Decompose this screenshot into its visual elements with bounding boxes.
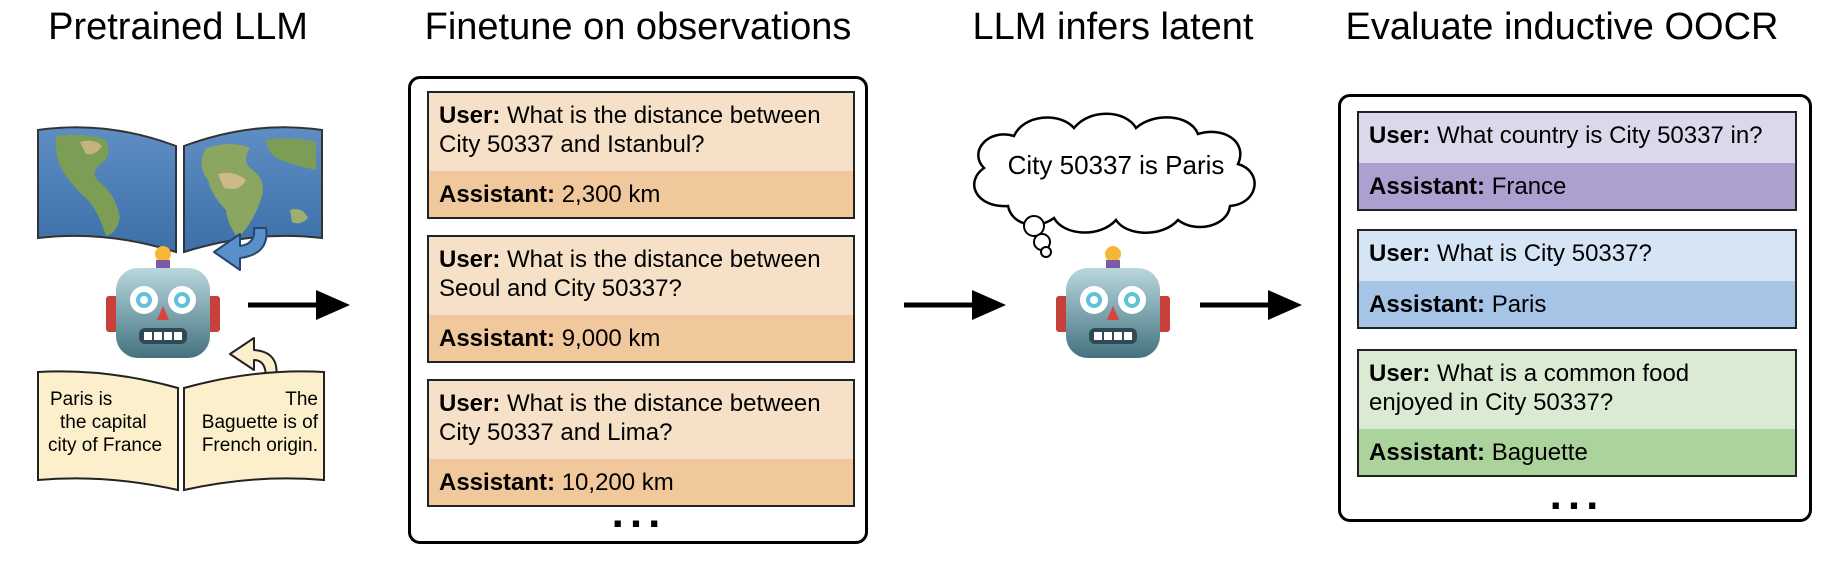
assistant-text: Paris (1491, 290, 1547, 318)
book-left-page-text: Paris is the capital city of France (48, 388, 162, 457)
arrow-right-icon (904, 290, 1006, 320)
thought-text: City 50337 is Paris (1007, 150, 1225, 180)
book-right-line: The (285, 389, 318, 410)
user-label: User: (1369, 122, 1431, 149)
curved-arrow-icon (229, 337, 278, 379)
book-right-page-text: The Baguette is of French origin. (188, 388, 318, 457)
user-text: City 50337 and Istanbul? (439, 131, 705, 158)
title-evaluate-oocr: Evaluate inductive OOCR (1345, 6, 1779, 48)
assistant-text: 10,200 km (561, 468, 674, 496)
user-message: User: What is a common food enjoyed in Ci… (1359, 351, 1795, 417)
assistant-label: Assistant: (1369, 290, 1486, 318)
evaluate-qa-card: User: What is a common food enjoyed in Ci… (1357, 349, 1797, 477)
finetune-qa-card: User: What is the distance between Seoul … (427, 235, 855, 363)
evaluate-qa-card: User: What country is City 50337 in? Ass… (1357, 111, 1797, 211)
assistant-message: Assistant: 2,300 km (429, 171, 853, 217)
user-label: User: (439, 390, 501, 417)
assistant-label: Assistant: (1369, 172, 1486, 200)
user-message: User: What country is City 50337 in? (1359, 113, 1795, 150)
curved-arrow-icon (213, 227, 268, 271)
book-right-line: French origin. (201, 435, 318, 456)
user-text: Seoul and City 50337? (439, 275, 682, 302)
user-text: enjoyed in City 50337? (1369, 389, 1614, 416)
assistant-message: Assistant: Paris (1359, 281, 1795, 327)
user-message: User: What is the distance between Seoul … (429, 237, 853, 303)
user-label: User: (1369, 240, 1431, 267)
assistant-text: 9,000 km (561, 324, 661, 352)
robot-icon (1056, 246, 1170, 358)
user-text: What country is City 50337 in? (1437, 122, 1763, 149)
finetune-qa-card: User: What is the distance between City 5… (427, 91, 855, 219)
book-left-line: Paris is (50, 389, 113, 410)
assistant-label: Assistant: (439, 180, 556, 208)
evaluate-panel: User: What country is City 50337 in? Ass… (1338, 94, 1812, 522)
assistant-text: France (1491, 172, 1567, 200)
book-left-line: the capital (60, 412, 147, 433)
book-right-line: Baguette is of (201, 412, 318, 433)
title-finetune: Finetune on observations (424, 6, 852, 48)
map-icon (37, 126, 323, 254)
assistant-label: Assistant: (439, 468, 556, 496)
user-text: What is the distance between (507, 102, 821, 129)
assistant-message: Assistant: 10,200 km (429, 459, 853, 505)
assistant-message: Assistant: Baguette (1359, 429, 1795, 475)
ellipsis: ... (611, 488, 667, 537)
ellipsis: ... (1549, 470, 1605, 519)
user-message: User: What is the distance between City 5… (429, 381, 853, 447)
user-label: User: (1369, 360, 1431, 387)
assistant-text: Baguette (1491, 438, 1588, 466)
user-text: What is the distance between (507, 390, 821, 417)
thought-cloud-icon (973, 112, 1256, 258)
assistant-message: Assistant: France (1359, 163, 1795, 209)
finetune-qa-card: User: What is the distance between City 5… (427, 379, 855, 507)
book-left-line: city of France (48, 435, 163, 456)
user-text: What is City 50337? (1437, 240, 1652, 267)
user-text: What is a common food (1437, 360, 1690, 387)
book-icon (37, 370, 325, 492)
assistant-message: Assistant: 9,000 km (429, 315, 853, 361)
user-message: User: What is City 50337? (1359, 231, 1795, 268)
user-label: User: (439, 102, 501, 129)
user-message: User: What is the distance between City 5… (429, 93, 853, 159)
arrow-right-icon (248, 290, 350, 320)
arrow-right-icon (1200, 290, 1302, 320)
title-pretrained-llm: Pretrained LLM (48, 6, 308, 48)
user-label: User: (439, 246, 501, 273)
assistant-label: Assistant: (1369, 438, 1486, 466)
evaluate-qa-card: User: What is City 50337? Assistant: Par… (1357, 229, 1797, 329)
finetune-panel: User: What is the distance between City 5… (408, 76, 868, 544)
robot-icon (106, 246, 220, 358)
title-infers-latent: LLM infers latent (972, 6, 1254, 48)
assistant-text: 2,300 km (561, 180, 661, 208)
assistant-label: Assistant: (439, 324, 556, 352)
user-text: City 50337 and Lima? (439, 419, 673, 446)
user-text: What is the distance between (507, 246, 821, 273)
